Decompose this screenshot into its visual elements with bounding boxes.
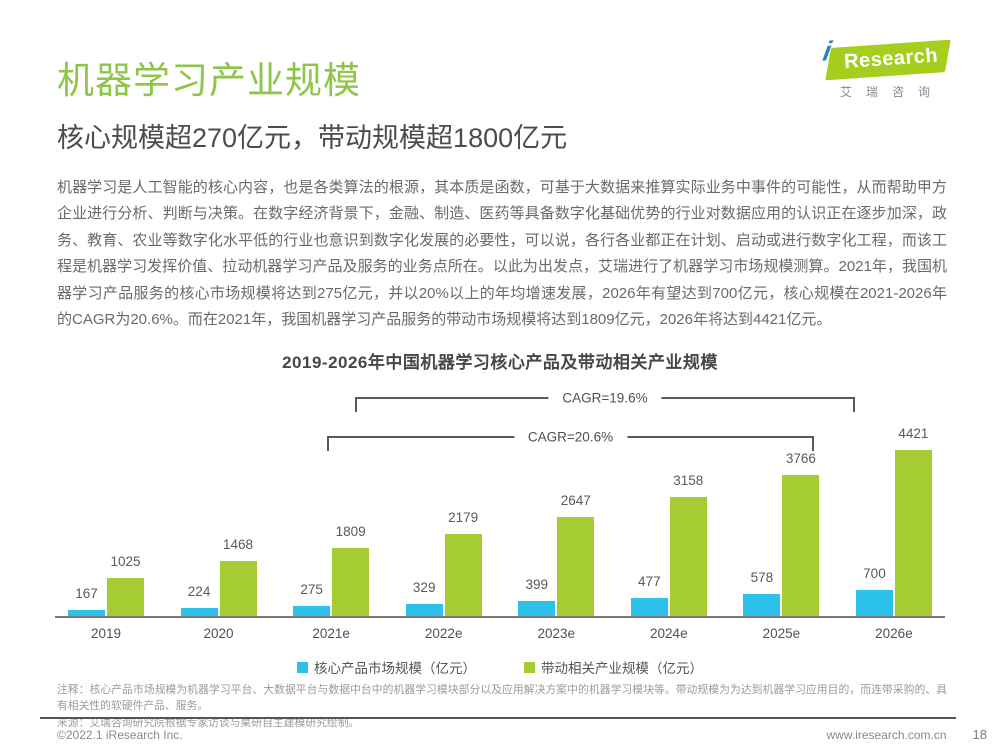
bar-2021e <box>332 548 370 616</box>
footer-divider <box>40 717 956 719</box>
bar-value-label: 275 <box>300 581 323 597</box>
bar-2022e <box>405 603 443 616</box>
footer-page-number: 18 <box>972 727 987 742</box>
bar-value-label: 399 <box>525 577 549 592</box>
cagr-label-outer: CAGR=19.6% <box>548 390 662 406</box>
bar-chart: 2019-2026年中国机器学习核心产品及带动相关产业规模 CAGR=19.6%… <box>55 348 945 677</box>
legend-swatch-icon <box>524 661 535 673</box>
bar-column: 578 <box>743 570 781 616</box>
bar-2019 <box>68 609 105 616</box>
bar-value-label: 1025 <box>110 553 141 569</box>
legend-item: 核心产品市场规模（亿元） <box>297 657 476 677</box>
bar-value-label: 1809 <box>335 524 366 540</box>
bar-column: 224 <box>180 583 218 616</box>
legend-item: 带动相关产业规模（亿元） <box>524 657 703 677</box>
x-axis-label-2023e: 2023e <box>537 626 576 641</box>
bar-column: 1468 <box>219 536 257 616</box>
footer-website: www.iresearch.com.cn <box>826 728 947 742</box>
bar-value-label: 2179 <box>448 510 479 526</box>
bar-column: 4421 <box>894 426 932 616</box>
footnotes: 注释：核心产品市场规模为机器学习平台、大数据平台与数据中台中的机器学习模块部分以… <box>57 682 947 732</box>
bar-2020 <box>219 560 257 616</box>
bar-2024e <box>669 497 707 616</box>
page-title: 机器学习产业规模 <box>57 60 361 101</box>
legend-label: 核心产品市场规模（亿元） <box>314 661 476 676</box>
bar-value-label: 4421 <box>898 426 929 441</box>
bar-value-label: 578 <box>750 570 774 586</box>
bar-column: 167 <box>68 586 105 616</box>
bar-column: 3766 <box>782 450 820 616</box>
chart-plot-area: 167 1025 224 1468 275 1809 329 2179 399 2647 477 31… <box>55 388 945 618</box>
bar-group-2022e: 329 2179 <box>405 510 482 616</box>
bar-value-label: 167 <box>75 585 98 601</box>
footer-copyright: ©2022.1 iResearch Inc. <box>57 728 183 742</box>
footer: ©2022.1 iResearch Inc. www.iresearch.com… <box>57 727 987 742</box>
footnote-source: 来源：艾瑞咨询研究院根据专家访谈与桌研自主建模研究绘制。 <box>57 717 360 730</box>
bar-column: 2647 <box>557 492 595 616</box>
bar-group-2026e: 700 4421 <box>855 426 932 616</box>
intro-paragraph: 机器学习是人工智能的核心内容，也是各类算法的根源，其本质是函数，可基于大数据来推… <box>57 179 947 328</box>
bar-column: 477 <box>630 574 668 616</box>
cagr-bracket-outer: CAGR=19.6% <box>355 390 855 412</box>
bar-group-2023e: 399 2647 <box>518 492 595 616</box>
bar-group-2020: 224 1468 <box>180 536 257 616</box>
x-axis-labels: 2019 2020 2021e 2022e 2023e 2024e 2025e 2026e <box>55 626 945 641</box>
bar-column: 3158 <box>669 473 707 616</box>
iresearch-logo: i Research 艾瑞咨询 <box>821 36 951 100</box>
bar-value-label: 1468 <box>223 536 254 552</box>
bar-column: 1025 <box>107 553 144 616</box>
x-axis-label-2020: 2020 <box>203 626 234 641</box>
bar-value-label: 3158 <box>673 473 704 489</box>
bar-group-2019: 167 1025 <box>68 553 144 616</box>
bar-2021e <box>293 605 331 616</box>
bar-2023e <box>557 516 595 616</box>
bar-group-2021e: 275 1809 <box>293 524 370 616</box>
bar-value-label: 2647 <box>560 492 591 508</box>
bar-value-label: 477 <box>638 574 661 590</box>
x-axis-label-2026e: 2026e <box>875 626 913 641</box>
cagr-label-inner: CAGR=20.6% <box>513 429 628 445</box>
bar-column: 399 <box>518 577 556 616</box>
chart-legend: 核心产品市场规模（亿元） 带动相关产业规模（亿元） <box>55 657 945 677</box>
bar-2025e <box>782 474 820 616</box>
bar-2019 <box>107 577 144 616</box>
iresearch-logo-shape: i Research <box>821 36 951 81</box>
bar-2023e <box>518 601 556 616</box>
x-axis-label-2025e: 2025e <box>762 626 801 641</box>
iresearch-logo-text: Research <box>843 44 939 74</box>
bar-2025e <box>743 594 781 616</box>
bar-group-2024e: 477 3158 <box>630 473 707 616</box>
bar-value-label: 3766 <box>785 450 816 466</box>
bar-column: 275 <box>293 581 331 616</box>
chart-title: 2019-2026年中国机器学习核心产品及带动相关产业规模 <box>282 353 718 372</box>
legend-label: 带动相关产业规模（亿元） <box>541 661 703 676</box>
bar-value-label: 224 <box>187 583 211 599</box>
bar-2026e <box>894 450 932 616</box>
bar-column: 329 <box>405 579 443 616</box>
footnote-annotation: 注释：核心产品市场规模为机器学习平台、大数据平台与数据中台中的机器学习模块部分以… <box>57 684 947 713</box>
bar-column: 700 <box>855 565 893 616</box>
iresearch-logo-i: i <box>820 35 834 67</box>
page-subtitle: 核心规模超270亿元，带动规模超1800亿元 <box>57 123 568 153</box>
bar-2020 <box>180 607 218 616</box>
bar-value-label: 329 <box>412 579 436 595</box>
x-axis-label-2019: 2019 <box>90 626 122 641</box>
x-axis-label-2024e: 2024e <box>650 626 688 641</box>
x-axis-label-2022e: 2022e <box>424 626 463 641</box>
legend-swatch-icon <box>297 661 308 673</box>
iresearch-logo-chinese: 艾瑞咨询 <box>839 85 944 99</box>
bar-2022e <box>444 534 482 616</box>
x-axis-label-2021e: 2021e <box>312 626 350 641</box>
bar-2026e <box>855 589 893 616</box>
bar-2024e <box>630 598 668 616</box>
bar-group-2025e: 578 3766 <box>743 450 820 616</box>
bar-column: 1809 <box>332 524 370 616</box>
cagr-bracket-inner: CAGR=20.6% <box>327 429 814 451</box>
bar-column: 2179 <box>444 510 482 616</box>
bar-value-label: 700 <box>863 565 886 581</box>
